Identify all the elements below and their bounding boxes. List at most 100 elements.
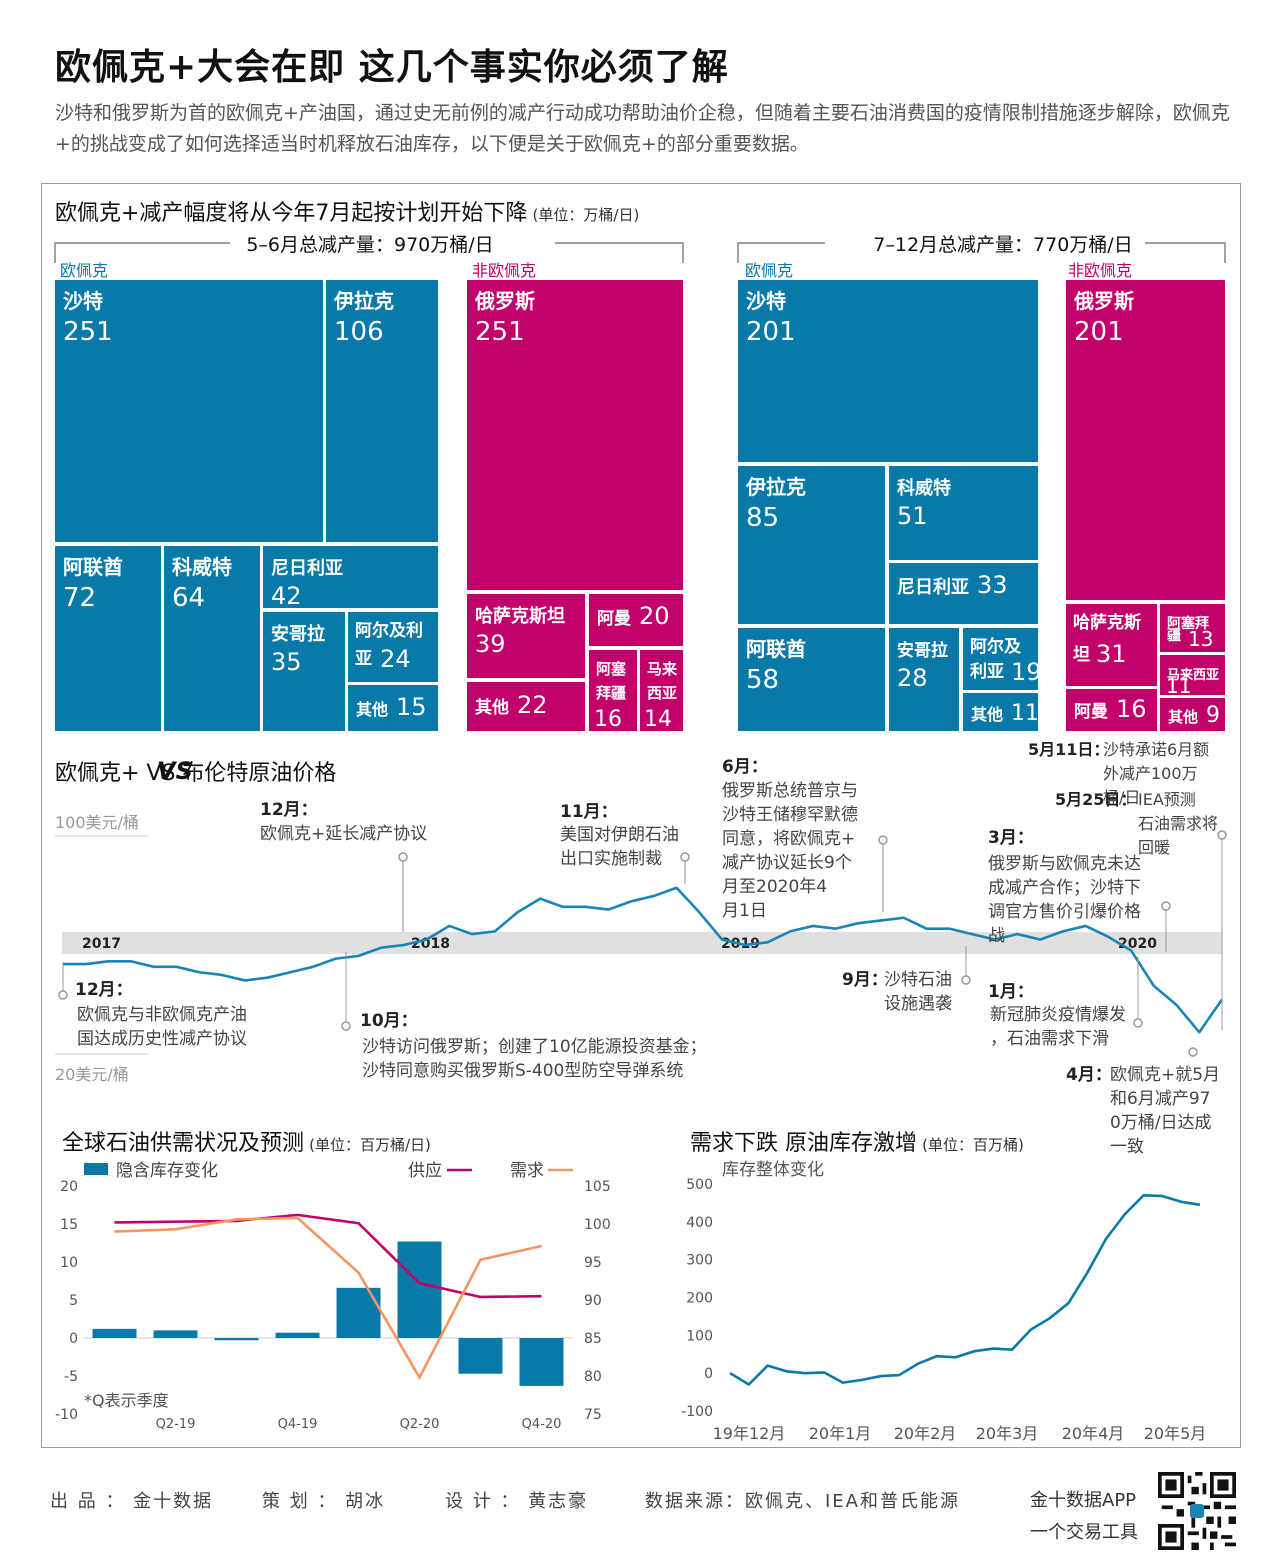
annotation-text: 石油需求将 bbox=[1138, 814, 1218, 833]
tile-value: 64 bbox=[172, 583, 205, 613]
y-tick-right: 85 bbox=[584, 1331, 602, 1347]
x-tick: 19年12月 bbox=[713, 1424, 786, 1443]
tile-value: 31 bbox=[1096, 640, 1127, 668]
footer-planner: 策 划 ： 胡冰 bbox=[262, 1491, 386, 1512]
tile-label: 尼日利亚 bbox=[271, 557, 343, 579]
annotation-text: 0万桶/日达成 bbox=[1110, 1113, 1212, 1133]
y-tick-right: 75 bbox=[584, 1407, 602, 1423]
annotation-text: 俄罗斯与欧佩克未达 bbox=[988, 854, 1141, 874]
inventory-unit: (单位：百万桶) bbox=[922, 1136, 1024, 1154]
tile-value: 20 bbox=[639, 602, 670, 630]
annotation-text: IEA预测 bbox=[1138, 790, 1196, 809]
treemap-tile: 科威特 64 bbox=[164, 546, 260, 731]
tile-value: 11 bbox=[1011, 701, 1039, 726]
tile-label: 沙特 bbox=[63, 289, 103, 313]
tile-label: 其他 bbox=[971, 705, 1003, 724]
annotation-text: 月至2020年4 bbox=[722, 877, 827, 897]
y-axis-label: 库存整体变化 bbox=[722, 1160, 824, 1180]
tile-label: 阿尔及利 bbox=[355, 620, 423, 641]
treemap-tile: 阿曼 20 bbox=[589, 594, 683, 646]
annotation-text: 欧佩克+就5月 bbox=[1110, 1065, 1220, 1085]
left-opec-label: 欧佩克 bbox=[60, 261, 109, 280]
tile-label: 利亚 bbox=[970, 661, 1004, 682]
tile-label: 亚 bbox=[355, 649, 372, 669]
footer-app: 金十数据APP bbox=[1030, 1490, 1137, 1511]
annotation-date: 5月25日： bbox=[1055, 790, 1136, 809]
footer-slogan: 一个交易工具 bbox=[1030, 1522, 1138, 1543]
treemap-tile: 尼日利亚 33 bbox=[889, 563, 1038, 624]
tile-label: 阿曼 bbox=[1074, 702, 1108, 722]
tile-value: 16 bbox=[1116, 695, 1147, 723]
supply-demand-chart: 隐含库存变化 供应 需求20151050-5-101051009590858075Q… bbox=[55, 1161, 611, 1432]
treemap-tile: 哈萨克斯 31 bbox=[1066, 604, 1157, 686]
annotation-text: 沙特石油 bbox=[884, 970, 952, 990]
legend-demand: 需求 bbox=[510, 1161, 544, 1181]
tile-label: 安哥拉 bbox=[271, 623, 325, 645]
annotation-date: 12月： bbox=[260, 800, 318, 820]
tile-value: 251 bbox=[475, 317, 525, 347]
annotation-date: 11月： bbox=[560, 802, 618, 822]
tile-value: 51 bbox=[897, 502, 928, 530]
treemap-tile: 哈萨克斯坦 39 bbox=[467, 594, 585, 678]
x-tick: 20年5月 bbox=[1144, 1424, 1207, 1443]
section-cuts-title: 欧佩克+减产幅度将从今年7月起按计划开始下降 bbox=[55, 201, 528, 226]
annotation-text: 美国对伊朗石油 bbox=[560, 825, 679, 845]
treemap-tile: 其他 22 bbox=[467, 682, 585, 731]
annotation-text: 国达成历史性减产协议 bbox=[77, 1029, 247, 1049]
y-tick: 300 bbox=[686, 1253, 713, 1269]
y-tick-left: 20 bbox=[60, 1179, 78, 1195]
tile-value: 251 bbox=[63, 317, 113, 347]
annotation-text: 新冠肺炎疫情爆发 bbox=[990, 1005, 1126, 1025]
tile-label: 拜疆 bbox=[596, 684, 626, 702]
series-line bbox=[114, 1216, 542, 1381]
x-tick: 20年4月 bbox=[1062, 1424, 1125, 1443]
tile-label: 阿塞 bbox=[596, 660, 627, 678]
year-label: 2020 bbox=[1118, 936, 1157, 952]
inventory-bar bbox=[519, 1338, 564, 1386]
treemap-tile: 俄罗斯 251 bbox=[467, 280, 683, 590]
supply-demand-unit: (单位：百万桶/日) bbox=[309, 1136, 431, 1154]
y-label-bottom: 20美元/桶 bbox=[55, 1065, 129, 1084]
tile-value: 42 bbox=[271, 582, 302, 610]
tile-value: 201 bbox=[1074, 317, 1124, 347]
tile-label: 科威特 bbox=[897, 477, 951, 499]
tile-label: 疆 bbox=[1167, 628, 1181, 644]
inventory-line bbox=[729, 1194, 1201, 1386]
qr-code-icon bbox=[1158, 1472, 1236, 1550]
left-nonopec-label: 非欧佩克 bbox=[472, 261, 537, 280]
treemap-tile: 阿联酋 72 bbox=[55, 546, 161, 731]
tile-value: 201 bbox=[746, 317, 796, 347]
y-tick: -100 bbox=[681, 1404, 713, 1420]
annotation-date: 12月： bbox=[75, 980, 133, 1000]
supply-demand-title: 全球石油供需状况及预测 bbox=[62, 1131, 305, 1156]
annotation-date: 5月11日： bbox=[1028, 740, 1109, 759]
annotation-text: 桶/日 bbox=[1103, 788, 1140, 807]
year-label: 2017 bbox=[82, 936, 121, 952]
tile-value: 13 bbox=[1188, 627, 1213, 651]
y-tick: 100 bbox=[686, 1328, 713, 1344]
tile-label: 其他 bbox=[1168, 708, 1198, 726]
treemap-tile: 科威特 51 bbox=[889, 466, 1038, 560]
treemap-tile: 其他 11 bbox=[963, 693, 1039, 731]
section-cuts-heading: 欧佩克+减产幅度将从今年7月起按计划开始下降 (单位：万桶/日) bbox=[55, 195, 639, 227]
annotation-text: 出口实施制裁 bbox=[560, 849, 662, 869]
annotation-date: 10月： bbox=[360, 1011, 418, 1031]
y-tick-right: 100 bbox=[584, 1217, 611, 1233]
footer-source: 数据来源：欧佩克、IEA和普氏能源 bbox=[645, 1491, 960, 1512]
annotation-date: 1月： bbox=[988, 982, 1034, 1002]
annotation-date: 6月： bbox=[722, 757, 768, 777]
tile-label: 其他 bbox=[356, 700, 388, 719]
treemap-tile: 阿联酋 58 bbox=[738, 628, 885, 731]
page-title: 欧佩克+大会在即 这几个事实你必须了解 bbox=[55, 46, 729, 88]
tile-value: 14 bbox=[644, 707, 672, 732]
footer-designer: 设 计 ： 黄志豪 bbox=[445, 1491, 589, 1512]
treemap-tile: 阿曼 16 bbox=[1066, 689, 1157, 731]
tile-value: 35 bbox=[271, 648, 302, 676]
treemap-tile: 其他 15 bbox=[348, 685, 438, 731]
right-opec-label: 欧佩克 bbox=[745, 261, 794, 280]
series-line bbox=[114, 1213, 542, 1299]
annotation-text: 欧佩克+延长减产协议 bbox=[260, 824, 427, 844]
tile-label: 伊拉克 bbox=[333, 289, 394, 313]
